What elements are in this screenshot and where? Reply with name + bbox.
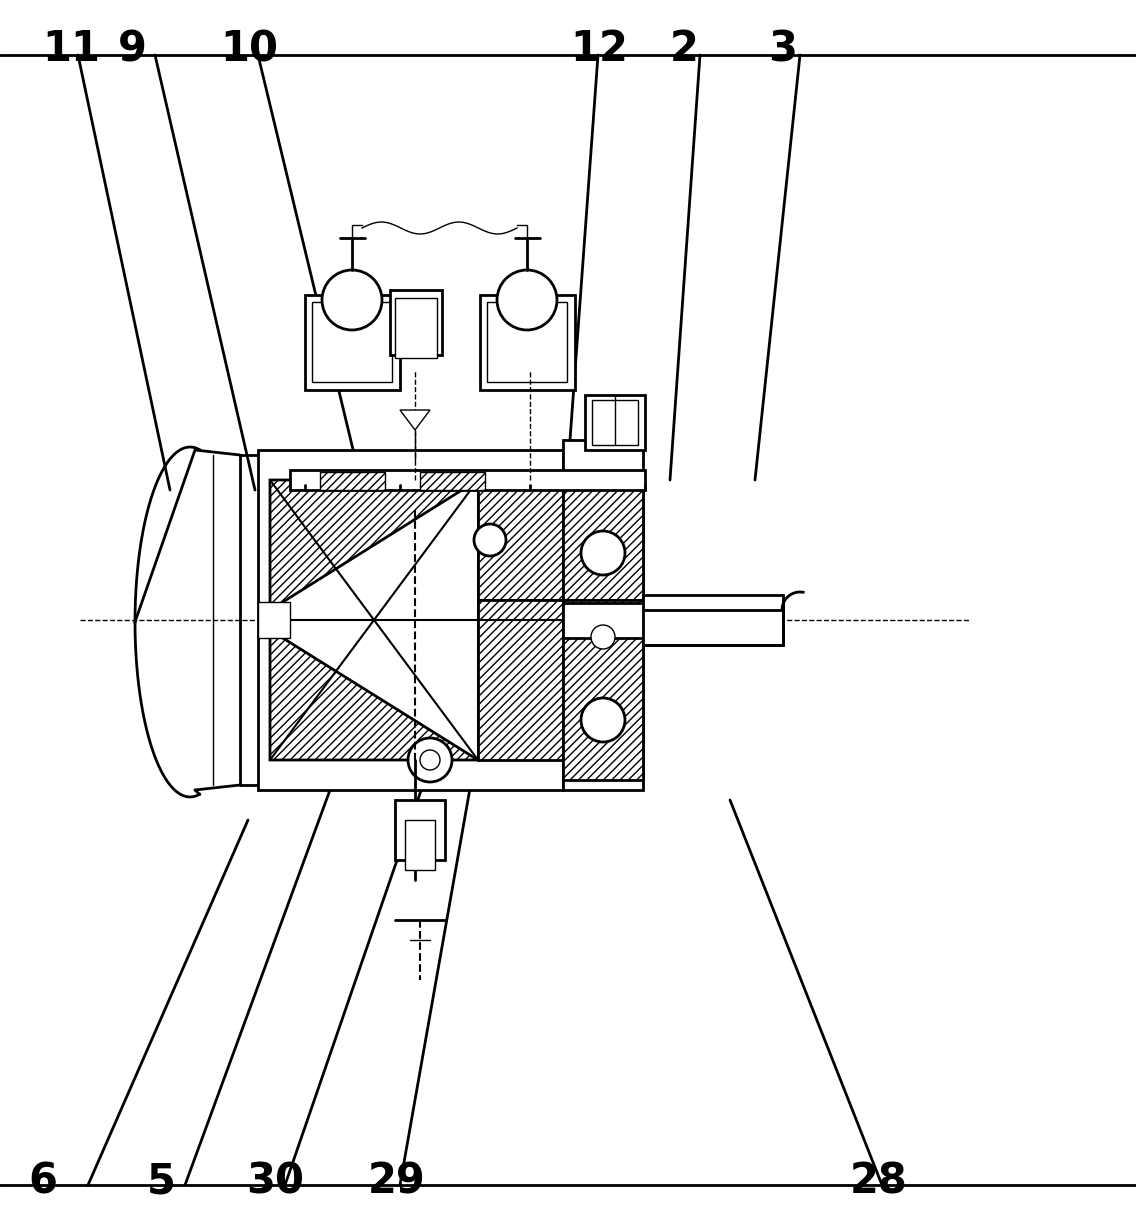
Bar [478, 480, 563, 600]
Circle shape [580, 531, 625, 575]
Text: 5: 5 [147, 1161, 176, 1202]
Text: 2: 2 [670, 28, 699, 70]
Bar [563, 440, 643, 790]
Bar [258, 450, 563, 790]
Bar [390, 290, 442, 355]
Circle shape [496, 270, 557, 330]
Bar [258, 602, 290, 638]
Bar [420, 472, 485, 490]
Polygon shape [270, 630, 478, 760]
Polygon shape [270, 480, 478, 610]
Bar [478, 600, 563, 760]
Bar [585, 395, 645, 450]
Bar [395, 298, 437, 359]
Text: 29: 29 [368, 1161, 426, 1202]
Circle shape [420, 750, 440, 770]
Text: 12: 12 [570, 28, 628, 70]
Text: 11: 11 [42, 28, 100, 70]
Bar [563, 480, 643, 600]
Circle shape [321, 270, 382, 330]
Bar [320, 472, 385, 490]
Text: 30: 30 [247, 1161, 304, 1202]
Bar [563, 602, 783, 638]
Text: 10: 10 [220, 28, 278, 70]
Bar [487, 302, 567, 382]
Bar [406, 821, 435, 870]
Circle shape [580, 699, 625, 742]
Text: 3: 3 [768, 28, 797, 70]
Bar [481, 294, 575, 391]
Circle shape [408, 738, 452, 782]
Bar [643, 595, 783, 646]
Circle shape [474, 524, 506, 556]
Text: 28: 28 [850, 1161, 908, 1202]
Bar [563, 600, 643, 780]
Text: 9: 9 [118, 28, 147, 70]
Bar [395, 800, 445, 860]
Text: 6: 6 [28, 1161, 57, 1202]
Bar [592, 400, 638, 445]
Circle shape [591, 625, 615, 649]
Bar [290, 469, 645, 490]
Polygon shape [400, 410, 431, 430]
Bar [312, 302, 392, 382]
Bar [304, 294, 400, 391]
